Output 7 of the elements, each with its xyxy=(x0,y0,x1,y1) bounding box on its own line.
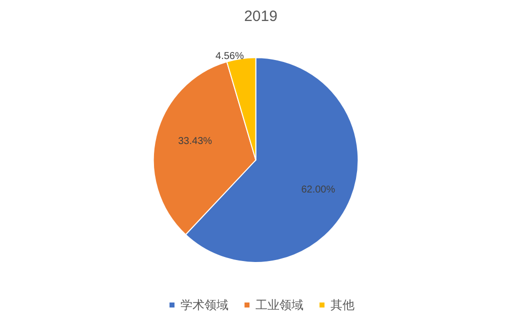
data-label: 4.56% xyxy=(216,51,244,62)
chart-title: 2019 xyxy=(244,8,278,25)
legend-label: 学术领域 xyxy=(180,298,228,312)
legend-label: 工业领域 xyxy=(256,298,304,312)
data-label: 33.43% xyxy=(178,136,212,147)
data-label: 62.00% xyxy=(301,184,336,196)
legend-label: 其他 xyxy=(330,298,354,312)
